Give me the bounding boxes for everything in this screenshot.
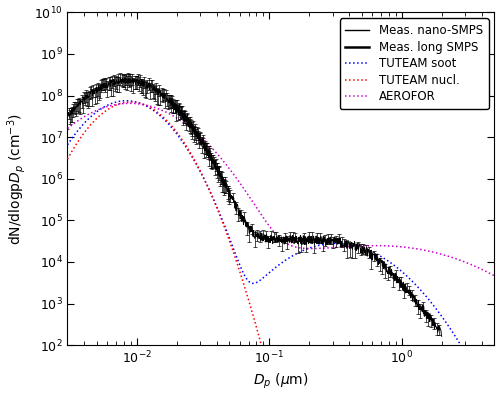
X-axis label: $D_p$ ($\mu$m): $D_p$ ($\mu$m) [253, 372, 309, 391]
Y-axis label: dN/dlogp$D_p$ (cm$^{-3}$): dN/dlogp$D_p$ (cm$^{-3}$) [6, 113, 28, 245]
Legend: Meas. nano-SMPS, Meas. long SMPS, TUTEAM soot, TUTEAM nucl., AEROFOR: Meas. nano-SMPS, Meas. long SMPS, TUTEAM… [340, 18, 488, 109]
